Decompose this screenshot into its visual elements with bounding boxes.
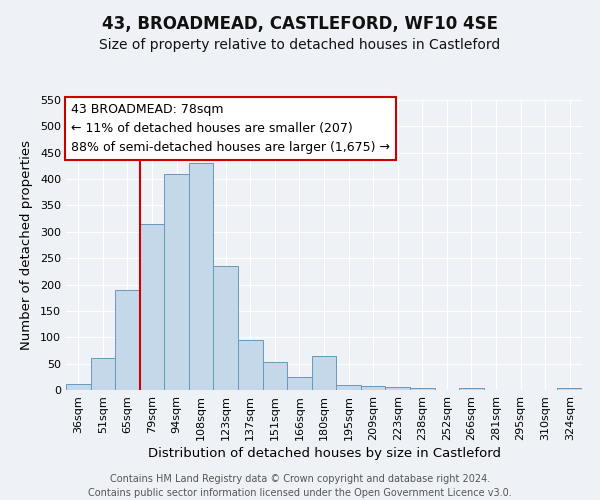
Bar (312, 356, 336, 390)
Bar (189, 164, 214, 390)
Y-axis label: Number of detached properties: Number of detached properties (20, 140, 33, 350)
Bar (385, 388, 410, 390)
Bar (238, 340, 263, 390)
Bar (410, 388, 434, 390)
Bar (459, 388, 484, 390)
Bar (214, 266, 238, 390)
Bar (115, 290, 140, 390)
Bar (336, 384, 361, 390)
Bar (140, 224, 164, 390)
Bar (66, 384, 91, 390)
Bar (263, 362, 287, 390)
Bar (287, 377, 312, 390)
Bar (557, 388, 582, 390)
Bar (361, 386, 385, 390)
Bar (164, 174, 189, 390)
Text: Contains HM Land Registry data © Crown copyright and database right 2024.
Contai: Contains HM Land Registry data © Crown c… (88, 474, 512, 498)
X-axis label: Distribution of detached houses by size in Castleford: Distribution of detached houses by size … (148, 447, 500, 460)
Text: Size of property relative to detached houses in Castleford: Size of property relative to detached ho… (100, 38, 500, 52)
Text: 43, BROADMEAD, CASTLEFORD, WF10 4SE: 43, BROADMEAD, CASTLEFORD, WF10 4SE (102, 15, 498, 33)
Bar (91, 358, 115, 390)
Text: 43 BROADMEAD: 78sqm
← 11% of detached houses are smaller (207)
88% of semi-detac: 43 BROADMEAD: 78sqm ← 11% of detached ho… (71, 103, 390, 154)
